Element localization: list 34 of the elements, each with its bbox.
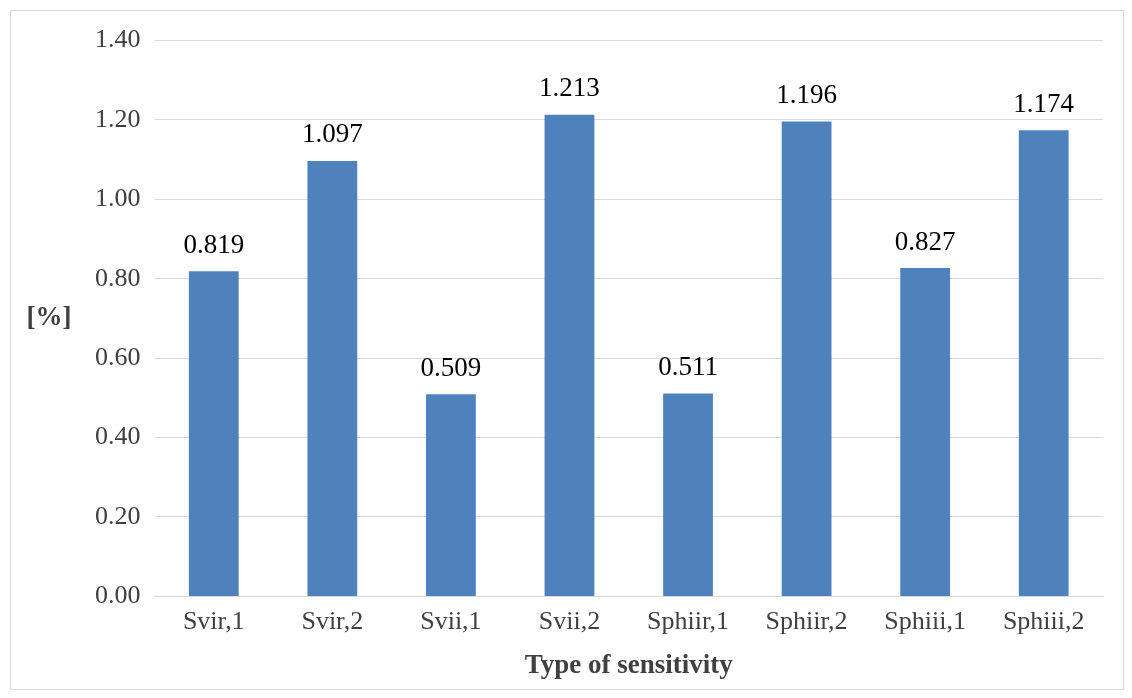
- bar: [307, 160, 358, 596]
- data-label: 0.819: [183, 228, 245, 259]
- data-label: 1.213: [539, 72, 600, 103]
- bar: [781, 121, 832, 596]
- x-tick-label: Svii,1: [420, 605, 482, 635]
- y-tick-label: 1.20: [95, 103, 141, 133]
- bar: [544, 114, 595, 596]
- x-tick-label: Sphiir,1: [647, 605, 730, 635]
- y-axis-title: [%]: [26, 301, 72, 332]
- x-tick-label: Sphiir,2: [765, 605, 848, 635]
- bar: [426, 394, 476, 596]
- y-tick-label: 0.40: [95, 421, 141, 451]
- y-tick-label: 0.80: [95, 262, 141, 292]
- bar: [663, 393, 713, 596]
- x-axis-title: Type of sensitivity: [524, 648, 734, 679]
- x-tick-label: Svir,1: [182, 605, 245, 635]
- bar: [1018, 130, 1069, 596]
- y-tick-label: 0.60: [95, 342, 141, 372]
- bar: [188, 271, 239, 596]
- x-tick-label: Sphiii,2: [1002, 605, 1085, 635]
- x-tick-label: Svir,2: [301, 605, 364, 635]
- y-tick-label: 0.00: [95, 580, 141, 610]
- y-tick-label: 0.20: [95, 500, 141, 530]
- data-label: 0.827: [894, 225, 956, 256]
- data-label: 1.097: [301, 118, 363, 149]
- y-tick-label: 1.00: [95, 183, 141, 213]
- data-label: 0.509: [420, 351, 482, 382]
- x-tick-label: Svii,2: [538, 605, 601, 635]
- y-tick-label: 1.40: [95, 24, 141, 54]
- data-label: 1.196: [776, 79, 837, 110]
- data-label: 0.511: [658, 351, 718, 382]
- bar: [900, 268, 951, 596]
- data-label: 1.174: [1013, 87, 1075, 118]
- x-tick-label: Sphiii,1: [884, 605, 966, 635]
